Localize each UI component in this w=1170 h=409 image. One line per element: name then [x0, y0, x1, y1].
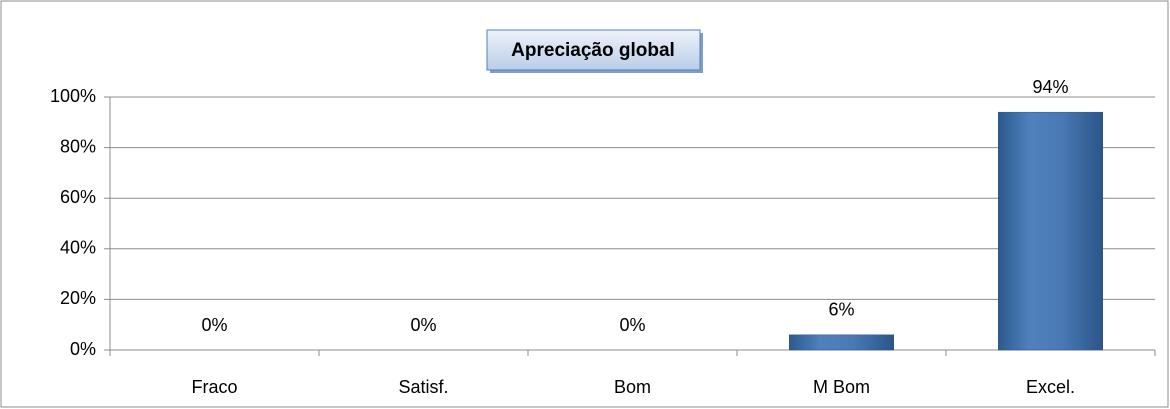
value-label: 0%: [410, 315, 436, 335]
y-tick-label: 0%: [70, 339, 96, 359]
y-tick-label: 60%: [60, 187, 96, 207]
x-tick-label: Satisf.: [398, 377, 448, 397]
x-tick-label: Fraco: [191, 377, 237, 397]
y-tick-label: 100%: [50, 86, 96, 106]
value-label: 0%: [619, 315, 645, 335]
y-tick-label: 20%: [60, 288, 96, 308]
x-tick-label: Bom: [614, 377, 651, 397]
value-label: 94%: [1032, 77, 1068, 97]
chart-title: Apreciação global: [511, 40, 675, 61]
title-box: [486, 29, 701, 71]
y-tick-label: 80%: [60, 136, 96, 156]
x-tick-label: Excel.: [1026, 377, 1075, 397]
y-tick-label: 40%: [60, 238, 96, 258]
value-label: 6%: [828, 300, 854, 320]
bar: [998, 111, 1103, 351]
bar: [789, 334, 894, 351]
x-tick-label: M Bom: [813, 377, 870, 397]
value-label: 0%: [201, 315, 227, 335]
